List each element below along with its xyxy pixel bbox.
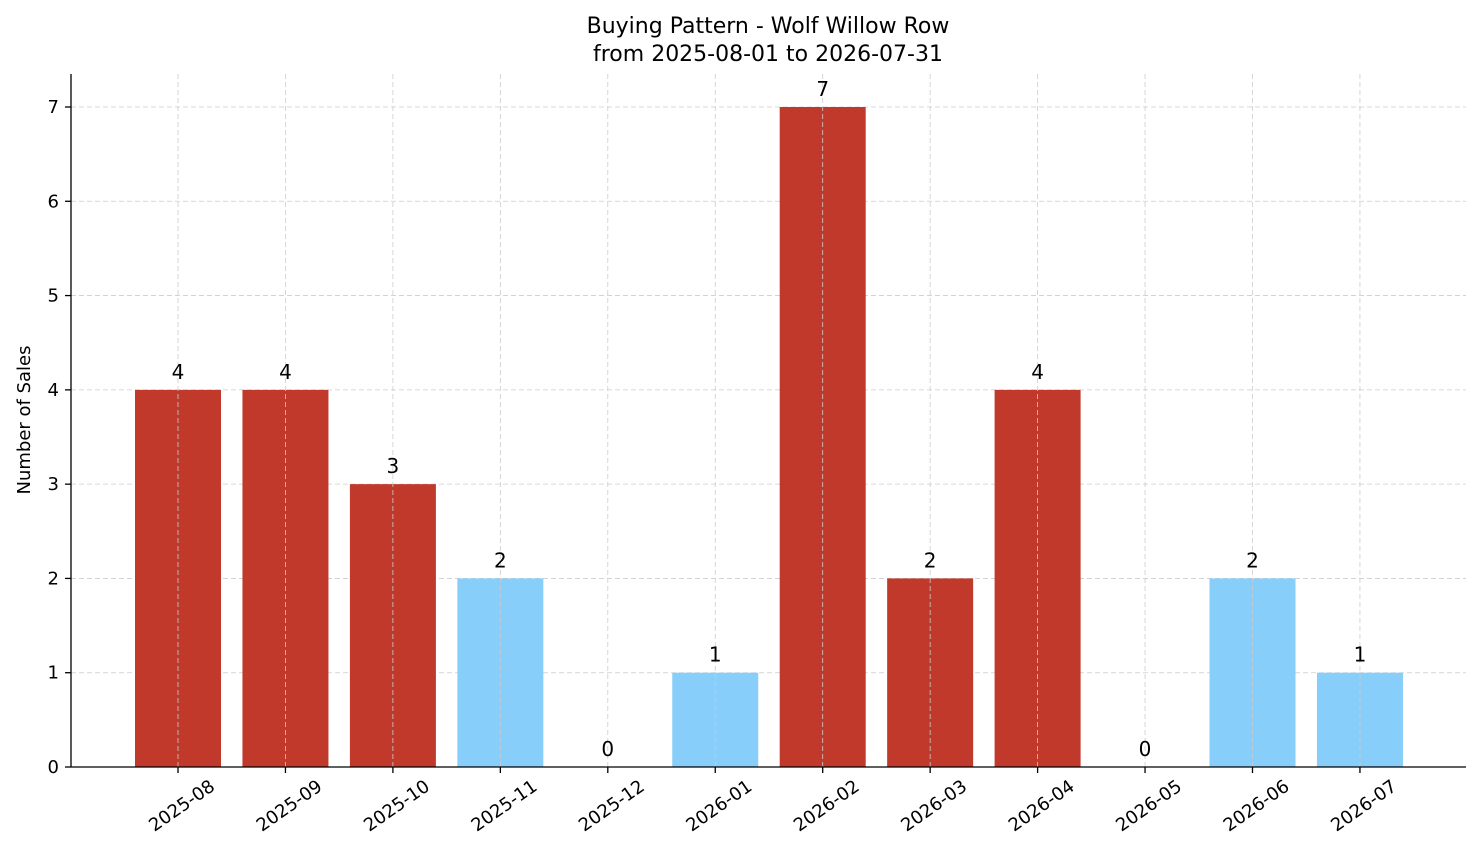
- x-tick-label: 2026-01: [682, 776, 756, 836]
- y-tick-label: 6: [48, 191, 59, 212]
- y-tick-label: 4: [48, 380, 59, 401]
- x-tick-label: 2025-10: [360, 776, 434, 836]
- y-axis-label: Number of Sales: [14, 345, 35, 494]
- data-label: 2: [924, 548, 937, 572]
- bar: [1316, 672, 1403, 767]
- y-tick-label: 0: [48, 757, 59, 778]
- data-label: 0: [1139, 737, 1152, 761]
- x-tick-label: 2026-04: [1005, 776, 1079, 836]
- x-tick-label: 2026-06: [1220, 776, 1294, 836]
- data-label: 2: [494, 548, 507, 572]
- x-tick-label: 2025-12: [575, 776, 649, 836]
- y-tick-label: 2: [48, 568, 59, 589]
- data-label: 1: [709, 643, 722, 667]
- y-tick-label: 5: [48, 286, 59, 307]
- axes: [65, 74, 1466, 773]
- bar: [457, 578, 544, 767]
- bar: [672, 672, 759, 767]
- bar: [887, 578, 974, 767]
- x-tick-label: 2025-08: [145, 776, 219, 836]
- data-label: 4: [1031, 360, 1044, 384]
- x-tick-label: 2026-02: [790, 776, 864, 836]
- data-label: 1: [1354, 643, 1367, 667]
- x-tick-label: 2026-05: [1112, 776, 1186, 836]
- bars: [135, 107, 1403, 767]
- data-label: 7: [816, 77, 829, 101]
- chart-subtitle: from 2025-08-01 to 2026-07-31: [593, 42, 943, 67]
- y-tick-label: 7: [48, 97, 59, 118]
- data-label: 2: [1246, 548, 1259, 572]
- x-tick-label: 2026-03: [897, 776, 971, 836]
- bar: [1209, 578, 1296, 767]
- x-tick-label: 2025-11: [468, 776, 542, 836]
- x-tick-label: 2025-09: [253, 776, 327, 836]
- chart-title: Buying Pattern - Wolf Willow Row: [587, 14, 950, 39]
- y-tick-label: 3: [48, 474, 59, 495]
- data-label: 4: [279, 360, 292, 384]
- data-label: 3: [387, 454, 400, 478]
- data-label: 4: [172, 360, 185, 384]
- data-label: 0: [601, 737, 614, 761]
- y-tick-label: 1: [48, 663, 59, 684]
- x-tick-label: 2026-07: [1327, 776, 1401, 836]
